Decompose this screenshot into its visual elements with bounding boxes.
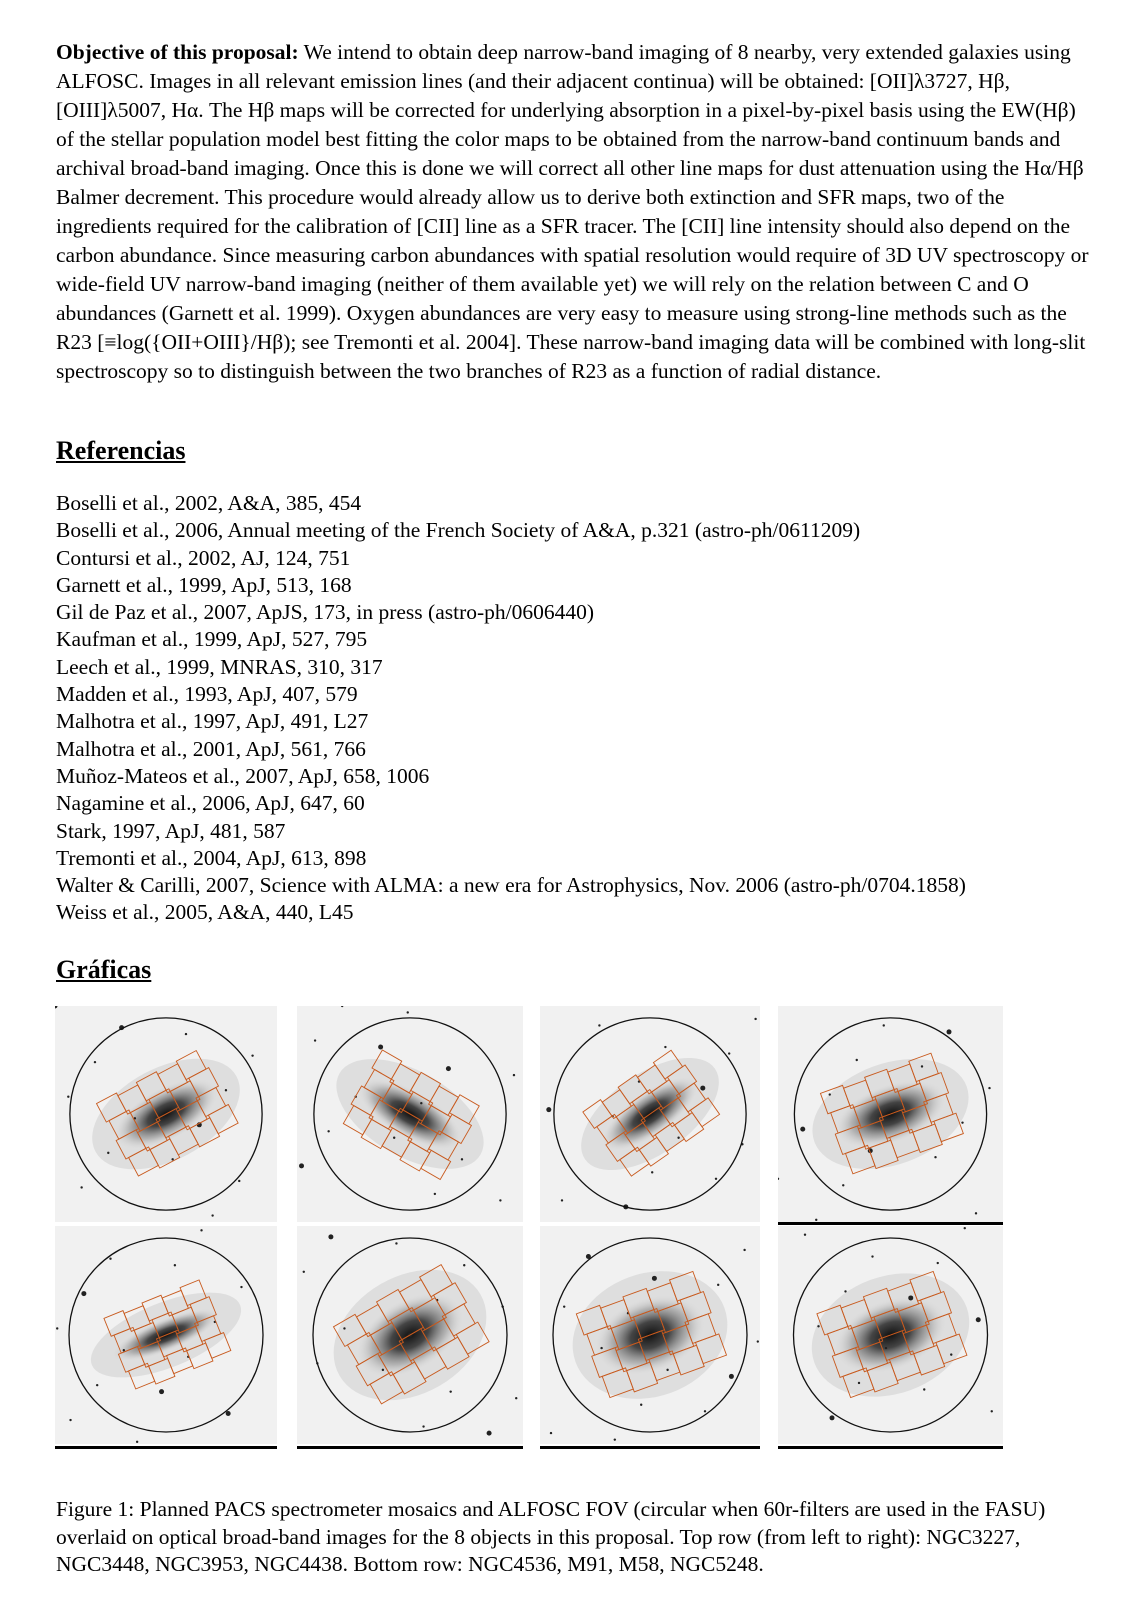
reference-item: Boselli et al., 2002, A&A, 385, 454 [56, 491, 362, 515]
fov-circle [69, 1017, 263, 1211]
galaxy-image-panel [540, 1006, 760, 1222]
figures-heading: Gráficas [56, 955, 152, 984]
objective-text: We intend to obtain deep narrow-band ima… [56, 40, 1089, 383]
reference-item: Garnett et al., 1999, ApJ, 513, 168 [56, 572, 352, 597]
reference-item: Walter & Carilli, 2007, Science with ALM… [56, 873, 966, 898]
reference-item: Stark, 1997, ApJ, 481, 587 [56, 818, 286, 843]
galaxy-image-panel [778, 1006, 1003, 1222]
pacs-mosaic [816, 1270, 968, 1399]
pacs-mosaic [332, 1264, 490, 1405]
pacs-mosaic [582, 1049, 721, 1177]
reference-item: Leech et al., 1999, MNRAS, 310, 317 [56, 654, 383, 679]
reference-item: Weiss et al., 2005, A&A, 440, L45 [56, 900, 354, 925]
pacs-mosaic [819, 1052, 964, 1175]
reference-item: Muñoz-Mateos et al., 2007, ApJ, 658, 100… [56, 763, 430, 788]
reference-item: Nagamine et al., 2006, ApJ, 647, 60 [56, 791, 365, 816]
fov-circle [552, 1237, 748, 1433]
reference-item: Kaufman et al., 1999, ApJ, 527, 795 [56, 627, 368, 652]
objective-paragraph: Objective of this proposal: We intend to… [56, 38, 1096, 386]
panel-underline [540, 1446, 760, 1449]
reference-item: Boselli et al., 2006, Annual meeting of … [56, 518, 861, 543]
fov-circle [68, 1237, 264, 1433]
reference-item: Malhotra et al., 2001, ApJ, 561, 766 [56, 736, 366, 761]
galaxy-image-panel [55, 1006, 277, 1222]
fov-circle [553, 1017, 747, 1211]
reference-item: Gil de Paz et al., 2007, ApJS, 173, in p… [56, 600, 595, 625]
reference-item: Contursi et al., 2002, AJ, 124, 751 [56, 545, 351, 570]
fov-circle [792, 1237, 989, 1433]
document-page: Objective of this proposal: We intend to… [55, 38, 1096, 1576]
panel-underline [778, 1446, 1003, 1449]
figure-grid [55, 1006, 1050, 1454]
fov-circle [313, 1017, 507, 1211]
galaxy-image-panel [55, 1226, 277, 1444]
pacs-mosaic [575, 1270, 728, 1399]
reference-item: Tremonti et al., 2004, ApJ, 613, 898 [56, 845, 367, 870]
pacs-mosaic [342, 1049, 480, 1181]
panel-underline [297, 1446, 523, 1449]
figure-caption: Figure 1: Planned PACS spectrometer mosa… [56, 1497, 1046, 1576]
fov-circle [312, 1237, 508, 1433]
references-list: Boselli et al., 2002, A&A, 385, 454 Bosel… [56, 490, 966, 927]
references-heading: Referencias [56, 436, 186, 465]
pacs-mosaic [103, 1279, 232, 1390]
objective-label: Objective of this proposal: [56, 40, 299, 64]
galaxy-image-panel [778, 1226, 1003, 1444]
fov-circle [793, 1017, 988, 1211]
galaxy-image-panel [297, 1226, 523, 1444]
galaxy-image-panel [540, 1226, 760, 1444]
pacs-mosaic [95, 1049, 239, 1177]
reference-item: Malhotra et al., 1997, ApJ, 491, L27 [56, 709, 369, 734]
panel-underline [55, 1446, 277, 1449]
reference-item: Madden et al., 1993, ApJ, 407, 579 [56, 682, 358, 707]
panel-underline [778, 1222, 1003, 1225]
galaxy-image-panel [297, 1006, 523, 1222]
